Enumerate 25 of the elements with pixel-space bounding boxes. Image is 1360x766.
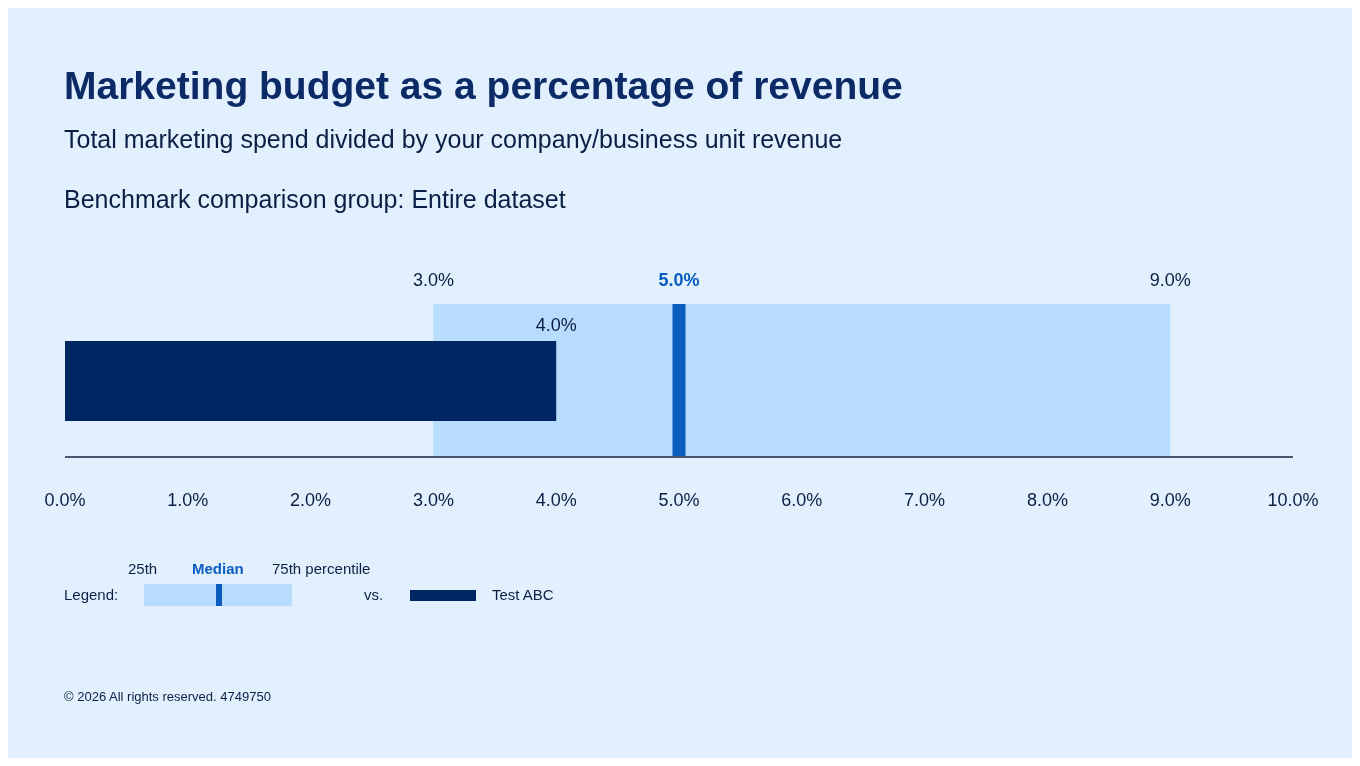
text: Median [192,560,244,577]
text: Benchmark comparison group: Entire dataset [64,185,566,214]
x-tick-label: 10.0% [1267,489,1319,510]
x-tick-label: 1.0% [167,489,209,510]
data-label: 4.0% [535,315,577,335]
x-tick-label: 2.0% [290,489,332,510]
text: 3.0% [412,270,454,290]
text: 25th [128,560,158,577]
x-tick-label: 5.0% [658,489,700,510]
x-tick-label: 6.0% [781,489,823,510]
text: vs. [364,586,384,603]
x-tick-label: 9.0% [1149,489,1191,510]
x-tick-label: 0.0% [44,489,86,510]
text: 9.0% [1149,270,1191,290]
legend-title: Legend: [64,586,119,603]
x-tick-label: 7.0% [904,489,946,510]
chart-title: Marketing budget as a percentage of revenue [64,64,903,108]
ref-line-label: 5.0% [658,270,700,290]
x-tick-label: 8.0% [1026,489,1068,510]
text: © 2026 All rights reserved. 4749750 [64,689,271,704]
text: 75th percentile [272,560,371,577]
chart-subtitle: Total marketing spend divided by your company/business unit revenue [64,125,843,154]
x-tick-label: 3.0% [412,489,454,510]
x-tick-label: 4.0% [535,489,577,510]
legend-label: Test ABC [492,586,554,603]
